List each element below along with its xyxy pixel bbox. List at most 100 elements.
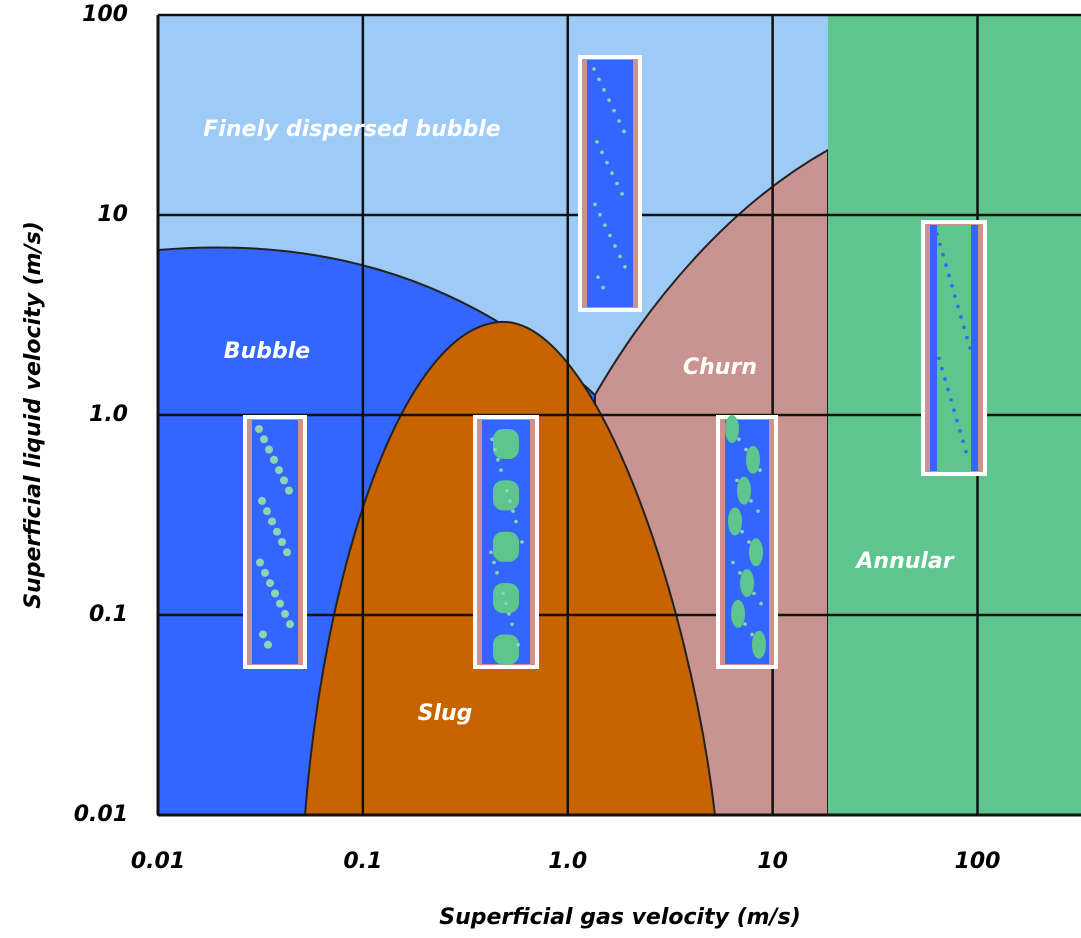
pipe-dot [747, 540, 751, 544]
pipe-dot [260, 435, 268, 443]
pipe-dot [489, 550, 493, 554]
pipe-dot [610, 171, 614, 175]
pipe-dot [958, 429, 962, 433]
x-tick-label: 0.01 [131, 849, 185, 874]
pipe-dot [622, 130, 626, 134]
pipe-dot [949, 398, 953, 402]
pipe-icon [580, 57, 640, 310]
pipe-dot [511, 509, 515, 513]
pipe-dot [601, 286, 605, 290]
pipe-blob [740, 569, 754, 597]
pipe-dot [602, 88, 606, 92]
pipe-dot [605, 161, 609, 165]
region-label: Annular [854, 549, 954, 574]
pipe-dot [493, 448, 497, 452]
pipe-dot [743, 622, 747, 626]
pipe-dot [943, 377, 947, 381]
pipe-dot [263, 507, 271, 515]
pipe-dot [286, 620, 294, 628]
pipe-dot [255, 425, 263, 433]
pipe-dot [756, 509, 760, 513]
pipe-dot [618, 255, 622, 259]
pipe-dot [596, 275, 600, 279]
pipe-dot [268, 517, 276, 525]
pipe-blob [749, 538, 763, 566]
pipe-dot [597, 78, 601, 82]
pipe-dot [940, 367, 944, 371]
pipe-dot [968, 346, 972, 350]
pipe-dot [735, 479, 739, 483]
pipe-dot [278, 538, 286, 546]
pipe-blob [737, 477, 751, 505]
pipe-dot [959, 315, 963, 319]
pipe-icon [475, 417, 537, 667]
pipe-dot [956, 305, 960, 309]
pipe-core [587, 60, 633, 307]
pipe-dot [950, 284, 954, 288]
pipe-dot [270, 456, 278, 464]
pipe-dot [752, 592, 756, 596]
pipe-dot [490, 437, 494, 441]
pipe-dot [617, 119, 621, 123]
pipe-dot [615, 182, 619, 186]
pipe-dot [514, 520, 518, 524]
pipe-dot [280, 476, 288, 484]
pipe-dot [608, 234, 612, 238]
pipe-core [937, 225, 971, 471]
pipe-dot [496, 458, 500, 462]
pipe-blob [731, 600, 745, 628]
region-label: Churn [683, 355, 757, 380]
pipe-dot [264, 641, 272, 649]
pipe-dot [612, 109, 616, 113]
pipe-dot [592, 67, 596, 71]
pipe-dot [516, 643, 520, 647]
pipe-dot [946, 388, 950, 392]
chart: Superficial gas velocity (m/s) Superfici… [0, 0, 1081, 938]
pipe-dot [504, 602, 508, 606]
pipe-dot [275, 466, 283, 474]
pipe-dot [613, 244, 617, 248]
pipe-dot [259, 630, 267, 638]
pipe-blob [493, 429, 519, 459]
pipe-dot [501, 592, 505, 596]
pipe-dot [947, 274, 951, 278]
y-tick-label: 100 [82, 2, 128, 27]
pipe-blob [752, 631, 766, 659]
pipe-dot [520, 540, 524, 544]
pipe-dot [281, 610, 289, 618]
pipe-dot [944, 263, 948, 267]
region-label: Bubble [224, 339, 310, 364]
pipe-dot [258, 497, 266, 505]
pipe-dot [941, 253, 945, 257]
pipe-icon [245, 417, 305, 667]
pipe-icon [718, 415, 776, 667]
pipe-blob [493, 532, 519, 562]
pipe-dot [740, 530, 744, 534]
y-tick-label: 1.0 [89, 402, 128, 427]
pipe-dot [265, 446, 273, 454]
pipe-dot [964, 450, 968, 454]
pipe-dot [600, 150, 604, 154]
pipe-dot [507, 612, 511, 616]
pipe-blob [746, 446, 760, 474]
pipe-dot [495, 571, 499, 575]
pipe-dot [737, 437, 741, 441]
pipe-dot [492, 561, 496, 565]
pipe-dot [623, 265, 627, 269]
x-axis-label: Superficial gas velocity (m/s) [439, 905, 801, 930]
pipe-dot [505, 489, 509, 493]
pipe-icon [923, 222, 985, 474]
pipe-dot [620, 192, 624, 196]
pipe-blob [728, 507, 742, 535]
pipe-dot [953, 294, 957, 298]
pipe-dot [598, 213, 602, 217]
y-tick-label: 0.01 [74, 802, 128, 827]
pipe-dot [955, 419, 959, 423]
x-tick-label: 10 [757, 849, 788, 874]
pipe-blob [493, 480, 519, 510]
y-tick-label: 10 [97, 202, 128, 227]
pipe-dot [744, 448, 748, 452]
pipe-dot [962, 325, 966, 329]
pipe-dot [750, 633, 754, 637]
pipe-blob [493, 583, 519, 613]
